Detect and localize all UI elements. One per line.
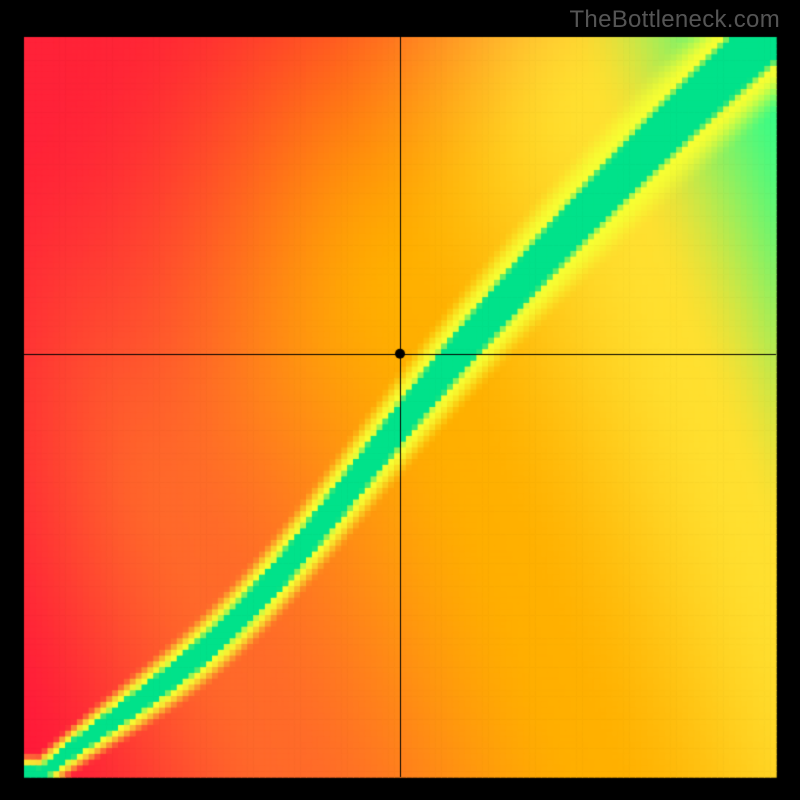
- heatmap-plot: [0, 0, 800, 800]
- watermark-label: TheBottleneck.com: [569, 6, 780, 34]
- chart-container: TheBottleneck.com: [0, 0, 800, 800]
